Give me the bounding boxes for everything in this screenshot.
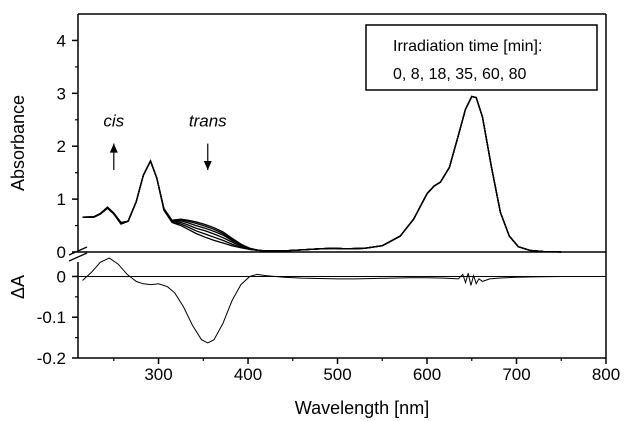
x-tick-label: 800 (592, 365, 620, 384)
legend-values: 0, 8, 18, 35, 60, 80 (393, 66, 527, 83)
absorbance-series-0-min (82, 95, 562, 253)
x-tick-label: 500 (323, 365, 351, 384)
annotation-arrow-head (203, 161, 212, 171)
absorbance-series-8-min (82, 95, 562, 253)
y-tick-label: 3 (57, 84, 66, 103)
absorbance-series-35-min (82, 95, 562, 253)
annotation-cis: cis (103, 111, 124, 130)
wavelength-axis-label: Wavelength [nm] (295, 398, 429, 418)
delta-absorbance-series-group (82, 257, 562, 344)
absorbance-series-60-min (82, 95, 562, 253)
axis-break-upper (68, 246, 88, 256)
axis-break-lower (68, 252, 88, 262)
delta-a-series (82, 257, 562, 344)
x-tick-label: 600 (413, 365, 441, 384)
bottom-y-ticks: 0 -0.1 -0.2 (37, 267, 78, 368)
y-tick-label: 4 (57, 31, 66, 50)
legend-frame (365, 24, 598, 91)
x-tick-label: 700 (502, 365, 530, 384)
annotation-arrow-head (109, 143, 118, 153)
x-tick-label: 400 (234, 365, 262, 384)
absorbance-series-group (82, 95, 562, 253)
absorbance-axis-label: Absorbance (8, 95, 28, 191)
absorbance-series-18-min (82, 95, 562, 253)
absorbance-panel: 0 1 2 3 4 Absorbance Irradiation time [min]:… (8, 13, 607, 262)
irradiation-legend: Irradiation time [min]: 0, 8, 18, 35, 60… (365, 24, 598, 91)
delta-y-tick-label: -0.2 (37, 349, 66, 368)
legend-title: Irradiation time [min]: (393, 38, 542, 55)
delta-absorbance-panel: 0 -0.1 -0.2 300 400 500 600 700 800 ΔA Waveleng… (8, 252, 620, 418)
x-ticks: 300 400 500 600 700 800 (113, 358, 620, 384)
y-tick-label: 2 (57, 137, 66, 156)
absorbance-series-80-min (82, 95, 562, 253)
annotation-trans: trans (189, 111, 227, 130)
x-tick-label: 300 (144, 365, 172, 384)
top-y-ticks: 0 1 2 3 4 (57, 31, 78, 262)
axis-break-marks (68, 246, 88, 262)
delta-y-tick-label: -0.1 (37, 308, 66, 327)
y-tick-label: 1 (57, 190, 66, 209)
annotations-group: cis trans (103, 111, 227, 171)
y-tick-label: 0 (57, 243, 66, 262)
delta-a-axis-label: ΔA (8, 275, 28, 299)
delta-y-tick-label: 0 (57, 267, 66, 286)
